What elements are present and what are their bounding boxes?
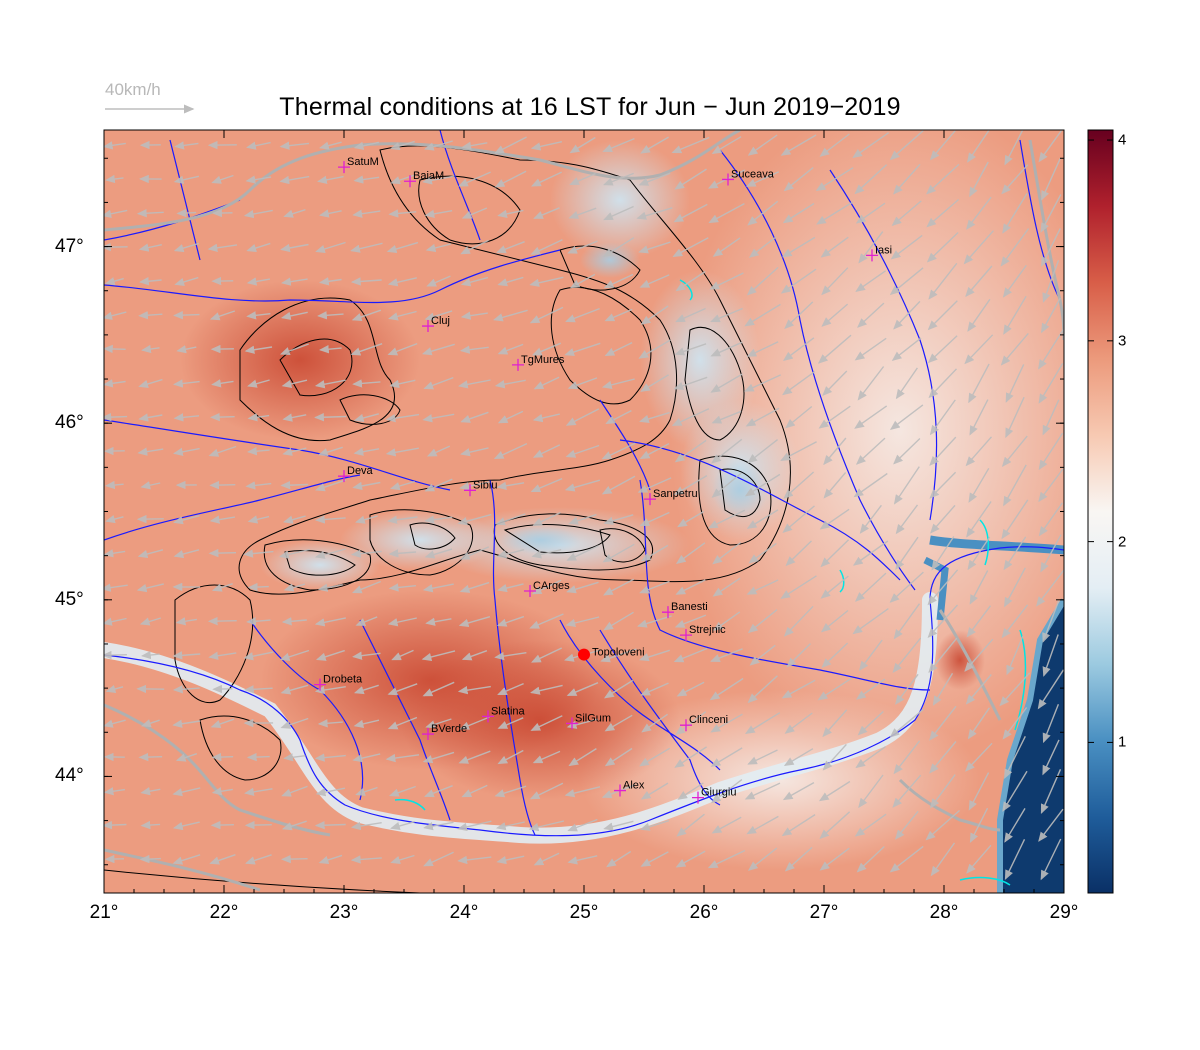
highlight-station-marker bbox=[578, 648, 590, 661]
station-marker-drobeta bbox=[314, 678, 326, 691]
station-label-iasi: Iasi bbox=[875, 244, 892, 256]
station-label-cluj: Cluj bbox=[431, 315, 450, 327]
station-label-bverde: BVerde bbox=[431, 723, 467, 735]
station-label-baiam: BaiaM bbox=[413, 170, 444, 182]
station-marker-slatina bbox=[482, 710, 494, 723]
station-label-banesti: Banesti bbox=[671, 601, 708, 613]
lon-tick-label: 23° bbox=[329, 902, 359, 923]
chart-title: Thermal conditions at 16 LST for Jun − J… bbox=[279, 93, 901, 121]
highlight-station-label: Topoloveni bbox=[592, 647, 645, 659]
lon-tick-label: 22° bbox=[209, 902, 239, 923]
lon-tick-label: 24° bbox=[449, 902, 479, 923]
colorbar-tick-label: 4 bbox=[1118, 131, 1127, 149]
lon-tick-label: 26° bbox=[689, 902, 719, 923]
station-label-deva: Deva bbox=[347, 465, 374, 477]
station-label-silgum: SilGum bbox=[575, 712, 611, 724]
station-marker-banesti bbox=[662, 606, 674, 619]
lon-tick-label: 27° bbox=[809, 902, 839, 923]
lon-tick-label: 29° bbox=[1049, 902, 1079, 923]
station-label-alex: Alex bbox=[623, 780, 645, 792]
station-label-carges: CArges bbox=[533, 580, 570, 592]
wind-scale-label: 40km/h bbox=[105, 80, 161, 99]
station-marker-carges bbox=[524, 584, 536, 597]
danube-cool-band bbox=[104, 592, 938, 844]
station-marker-iasi bbox=[866, 249, 878, 262]
station-marker-sibiu bbox=[464, 484, 476, 497]
station-marker-giurgiu bbox=[692, 791, 704, 804]
colorbar bbox=[1087, 129, 1114, 894]
stations: SatuM BaiaM Suceava Iasi Cluj TgMures Deva Sibi… bbox=[314, 156, 892, 804]
station-marker-silgum bbox=[566, 717, 578, 730]
lon-tick-label: 21° bbox=[89, 902, 119, 923]
lakes bbox=[394, 279, 1027, 886]
station-label-suceava: Suceava bbox=[731, 168, 775, 180]
station-marker-baiam bbox=[404, 175, 416, 188]
station-marker-alex bbox=[614, 784, 626, 797]
station-marker-bverde bbox=[422, 728, 434, 741]
station-label-sanpetru: Sanpetru bbox=[653, 488, 698, 500]
lat-tick-label: 44° bbox=[55, 765, 84, 787]
map-area bbox=[104, 130, 1064, 893]
lon-tick-label: 25° bbox=[569, 902, 599, 923]
colorbar-tick-label: 1 bbox=[1118, 733, 1127, 751]
lat-tick-label: 46° bbox=[55, 412, 84, 434]
colorbar-tick-label: 3 bbox=[1118, 332, 1127, 350]
station-label-drobeta: Drobeta bbox=[323, 674, 363, 686]
station-marker-sanpetru bbox=[644, 493, 656, 506]
lon-tick-label: 28° bbox=[929, 902, 959, 923]
station-marker-tgmures bbox=[512, 358, 524, 371]
station-marker-strejnic bbox=[680, 629, 692, 642]
station-marker-deva bbox=[338, 470, 350, 483]
station-label-clinceni: Clinceni bbox=[689, 714, 728, 726]
lat-tick-label: 47° bbox=[55, 235, 84, 257]
station-label-slatina: Slatina bbox=[491, 705, 526, 717]
colorbar-tick-label: 2 bbox=[1118, 533, 1127, 551]
lat-tick-label: 45° bbox=[55, 588, 84, 610]
station-marker-cluj bbox=[422, 320, 434, 333]
station-label-tgmures: TgMures bbox=[521, 354, 565, 366]
station-label-satum: SatuM bbox=[347, 156, 379, 168]
station-marker-satum bbox=[338, 161, 350, 174]
axis-ticks bbox=[103, 130, 1065, 893]
station-label-strejnic: Strejnic bbox=[689, 624, 726, 636]
station-marker-clinceni bbox=[680, 719, 692, 732]
station-label-sibiu: Sibiu bbox=[473, 479, 497, 491]
station-marker-suceava bbox=[722, 173, 734, 186]
wind-vectors bbox=[104, 130, 1064, 881]
station-label-giurgiu: Giurgiu bbox=[701, 787, 736, 799]
colorbar-ticks bbox=[1088, 139, 1113, 743]
